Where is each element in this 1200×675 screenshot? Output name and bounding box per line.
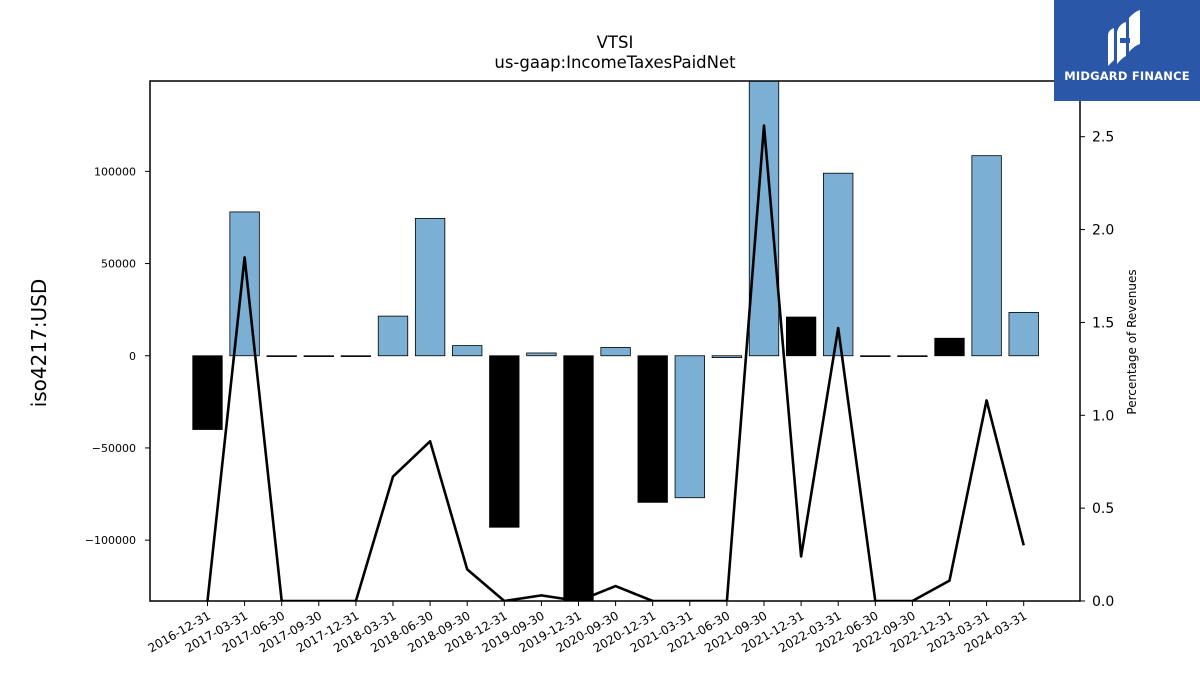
bar [192,355,223,430]
bar [452,345,483,357]
bar [526,352,557,357]
bar [303,355,334,357]
bar [229,211,260,357]
chart-subtitle: us-gaap:IncomeTaxesPaidNet [494,53,736,72]
chart-title: VTSI [597,33,634,52]
y-tick-label: −100000 [85,534,136,547]
bar [340,355,372,357]
bar [1008,312,1039,357]
y2-tick-label: 1.0 [1092,408,1114,424]
bar [785,316,817,357]
y-tick-label: 100000 [94,165,136,178]
line-series [206,124,1025,601]
y-tick-label: 0 [129,350,136,363]
bar [600,347,631,357]
bar [674,355,705,499]
bar [897,355,928,357]
y2-tick-label: 1.5 [1092,315,1114,331]
y2-axis-label: Percentage of Revenues [1125,269,1139,414]
logo-mark-icon [1108,10,1140,66]
plot-frame [149,80,1081,602]
bar [823,172,854,357]
y-tick-label: −50000 [92,442,136,455]
y-axis-label: iso4217:USD [27,279,51,408]
bar-series [192,81,1039,601]
bar [860,355,891,357]
brand-logo: MIDGARD FINANCE [1054,0,1200,101]
y-tick-label: 50000 [101,258,136,271]
bar [934,337,965,357]
logo-text: MIDGARD FINANCE [1064,69,1190,83]
axes: −100000 −50000 0 50000 100000 0.0 0.5 1.0 1.5 2.0… [85,80,1114,655]
series-line [206,124,1025,601]
y2-tick-label: 0.5 [1092,501,1114,517]
bar [266,355,297,357]
y2-tick-label: 0.0 [1092,594,1114,610]
bar [414,217,446,357]
bar [489,355,520,528]
y2-tick-label: 2.5 [1092,130,1114,146]
bar [563,355,594,601]
bar [748,81,780,357]
bar [711,355,743,358]
bar [377,315,409,357]
y2-tick-label: 2.0 [1092,223,1114,239]
bar [637,355,668,503]
bar [971,155,1002,357]
